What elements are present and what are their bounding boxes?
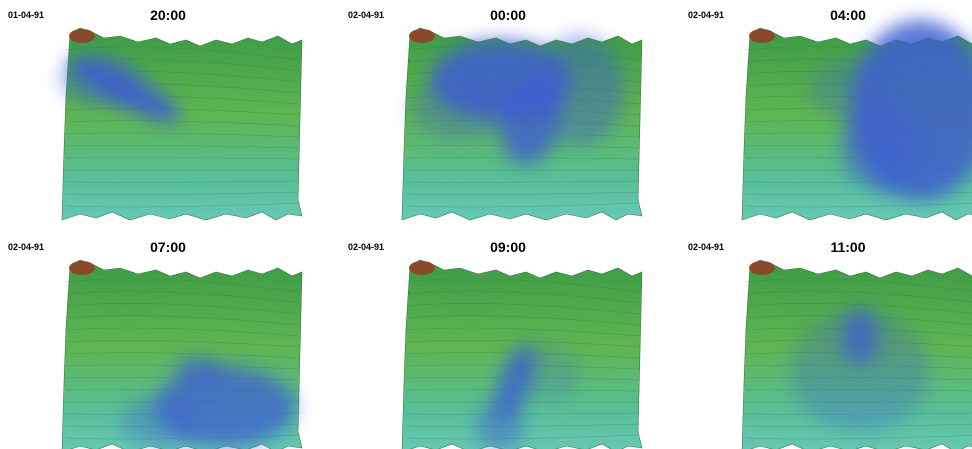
panel: 02-04-91 07:00 [8,239,302,449]
time-label: 11:00 [830,239,865,255]
peak [749,261,775,275]
panel: 02-04-91 11:00 [688,239,972,449]
date-label: 02-04-91 [348,10,384,20]
plume [60,55,140,105]
panel: 02-04-91 00:00 [348,7,642,220]
date-label: 02-04-91 [348,242,384,252]
plume [520,342,580,402]
date-label: 01-04-91 [8,10,44,20]
time-label: 20:00 [150,7,186,23]
plume [840,110,920,190]
date-label: 02-04-91 [8,242,44,252]
plume [120,397,200,447]
panel: 02-04-91 09:00 [348,239,642,449]
date-label: 02-04-91 [688,242,724,252]
plume [790,312,930,432]
peak [409,29,435,43]
time-label: 09:00 [490,239,526,255]
date-label: 02-04-91 [688,10,724,20]
panel: 01-04-91 20:00 [8,7,302,220]
panel: 02-04-91 04:00 [688,7,972,220]
page: 01-04-9120:0002-04-9100:0002-04-9104:000… [0,0,972,449]
peak [749,29,775,43]
plume [410,80,510,140]
peak [69,261,95,275]
plume [810,60,890,120]
time-label: 07:00 [150,239,186,255]
peak [409,261,435,275]
plume [535,35,625,145]
time-label: 04:00 [830,7,866,23]
peak [69,29,95,43]
figure: 01-04-9120:0002-04-9100:0002-04-9104:000… [0,0,972,449]
time-label: 00:00 [490,7,526,23]
